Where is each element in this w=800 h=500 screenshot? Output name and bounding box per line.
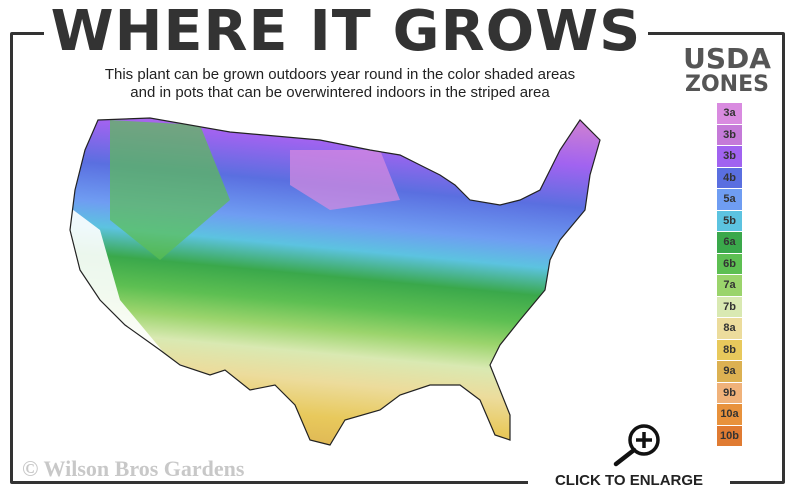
- legend-title-line-1: USDA: [683, 42, 771, 75]
- legend-zone-8a: 8a: [717, 318, 742, 339]
- legend-zone-7b: 7b: [717, 296, 742, 317]
- enlarge-background: [528, 470, 730, 500]
- legend-zone-6a: 6a: [717, 232, 742, 253]
- zone-legend: 3a 3b 3b 4b 5a 5b 6a 6b 7a 7b 8a 8b 9a 9b 10a 10b: [717, 103, 742, 447]
- usda-zone-map[interactable]: [55, 105, 615, 450]
- subtitle-line-1: This plant can be grown outdoors year ro…: [104, 66, 576, 83]
- legend-zone-3b: 3b: [717, 146, 742, 167]
- northwest-zone-area: [110, 120, 230, 260]
- legend-zone-5b: 5b: [717, 210, 742, 231]
- subtitle-line-2: and in pots that can be overwintered ind…: [130, 84, 550, 101]
- magnifier-plus-icon[interactable]: [610, 422, 666, 468]
- legend-zone-10a: 10a: [717, 404, 742, 425]
- legend-zone-9a: 9a: [717, 361, 742, 382]
- click-to-enlarge-button[interactable]: CLICK TO ENLARGE: [554, 472, 704, 489]
- legend-zone-3a: 3a: [717, 103, 742, 124]
- legend-zone-3b: 3b: [717, 124, 742, 145]
- legend-title-line-2: ZONES: [685, 72, 769, 97]
- subtitle: This plant can be grown outdoors year ro…: [40, 66, 640, 102]
- page-title: WHERE IT GROWS: [50, 0, 642, 64]
- copyright-watermark: © Wilson Bros Gardens: [22, 456, 245, 481]
- legend-zone-5a: 5a: [717, 189, 742, 210]
- north-central-zone-area: [290, 150, 400, 210]
- legend-zone-9b: 9b: [717, 382, 742, 403]
- legend-zone-8b: 8b: [717, 339, 742, 360]
- legend-zone-7a: 7a: [717, 275, 742, 296]
- legend-zone-10b: 10b: [717, 425, 742, 446]
- legend-zone-6b: 6b: [717, 253, 742, 274]
- legend-title: USDA ZONES: [672, 42, 782, 98]
- title-background: [44, 20, 648, 40]
- legend-zone-4b: 4b: [717, 167, 742, 188]
